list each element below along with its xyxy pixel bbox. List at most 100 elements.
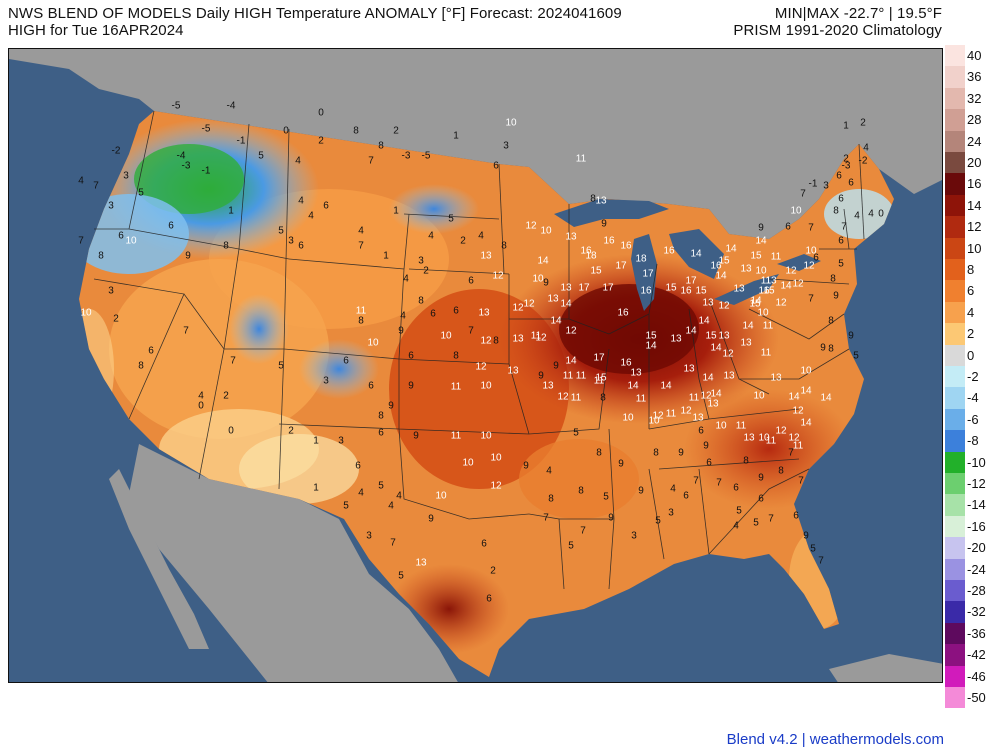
anomaly-value: 10 [540,226,552,237]
colorbar-label: 20 [967,155,982,170]
colorbar-swatch [945,45,965,67]
anomaly-value: 9 [185,251,191,262]
anomaly-value: 4 [478,231,484,242]
anomaly-value: 4 [400,311,406,322]
anomaly-value: 13 [692,413,704,424]
anomaly-value: 12 [785,266,797,277]
anomaly-value: 10 [532,274,544,285]
credit-text[interactable]: Blend v4.2 | weathermodels.com [726,731,944,748]
anomaly-value: 6 [408,351,414,362]
anomaly-value: 3 [823,181,829,192]
anomaly-value: 7 [468,326,474,337]
lake-huron [669,229,724,279]
anomaly-value: 4 [388,501,394,512]
colorbar-swatch [945,537,965,559]
colorbar-swatch [945,280,965,302]
anomaly-value: 4 [863,143,869,154]
anomaly-value: 5 [343,501,349,512]
anomaly-value: -3 [402,151,411,162]
colorbar-swatch [945,451,965,473]
anomaly-value: 16 [680,286,692,297]
map-subtitle: HIGH for Tue 16APR2024 [8,22,184,39]
anomaly-value: 5 [810,544,816,555]
anomaly-value: 6 [813,253,819,264]
colorbar-swatch [945,494,965,516]
colorbar-label: -42 [967,647,986,663]
anomaly-value: 6 [836,171,842,182]
anomaly-value: 13 [683,364,695,375]
anomaly-value: 14 [702,373,714,384]
anomaly-value: 8 [743,456,749,467]
anomaly-value: 13 [630,368,642,379]
anomaly-value: 8 [833,206,839,217]
anomaly-value: 15 [695,286,707,297]
colorbar-step: -50 [945,687,1000,709]
baja-peninsula [109,469,209,649]
canada-landmass [9,49,942,239]
anomaly-value: 14 [788,392,800,403]
anomaly-value: 5 [258,151,264,162]
anomaly-value: 1 [313,483,319,494]
colorbar-label: 6 [967,283,975,299]
anomaly-value: 16 [710,261,722,272]
colorbar-label: 12 [967,219,982,235]
anomaly-value: 10 [758,433,770,444]
anomaly-value: 9 [553,361,559,372]
anomaly-value: 3 [631,531,637,542]
map-title: NWS BLEND OF MODELS Daily HIGH Temperatu… [8,5,622,22]
anomaly-value: 8 [596,448,602,459]
anomaly-value: 12 [700,391,712,402]
anomaly-value: -3 [842,161,851,172]
anomaly-value: 9 [638,486,644,497]
anomaly-value: 8 [590,194,596,205]
anomaly-value: 15 [749,299,761,310]
anomaly-value: 4 [868,209,874,220]
anomaly-value: 5 [736,506,742,517]
anomaly-map: -5 -4 -5 -1 -2 -3 -4 -1 0 0 2 4 4 5 1 3 5 7 3 4 8 7 8 2 -3 -5 1 10 6… [8,48,943,683]
colorbar-step: -10 [945,451,1000,473]
anomaly-value: 5 [838,259,844,270]
anomaly-value: 11 [576,371,587,382]
anomaly-value: 17 [578,283,590,294]
anomaly-value: 5 [853,351,859,362]
anomaly-value: 13 [718,331,730,342]
anomaly-value: 12 [652,411,664,422]
anomaly-value: 18 [585,251,597,262]
colorbar-label: -50 [967,690,986,705]
colorbar-step: 6 [945,280,1000,302]
anomaly-value: -1 [237,136,246,147]
anomaly-value: 16 [663,246,675,257]
anomaly-value: 16 [580,246,592,257]
anomaly-value: 5 [568,541,574,552]
anomaly-value: 2 [860,118,866,129]
anomaly-value: 9 [848,331,854,342]
anomaly-value: 13 [707,399,719,410]
anomaly-value: 16 [620,241,632,252]
anomaly-value: 4 [396,491,402,502]
anomaly-value: 12 [535,333,547,344]
anomaly-value: 8 [223,241,229,252]
anomaly-value: 2 [318,136,324,147]
anomaly-value: 7 [716,478,722,489]
anomaly-value: 1 [843,121,849,132]
anomaly-value: 12 [523,299,535,310]
anomaly-value: 14 [710,343,722,354]
colorbar-label: 4 [967,304,975,320]
colorbar-step: 10 [945,237,1000,259]
anomaly-value: 15 [665,283,677,294]
anomaly-value: 12 [565,326,577,337]
anomaly-value: 8 [418,296,424,307]
anomaly-value: 12 [792,406,804,417]
anomaly-value: 7 [768,514,774,525]
anomaly-value: 6 [343,356,349,367]
anomaly-value: 13 [560,283,572,294]
anomaly-value: 13 [565,232,577,243]
anomaly-value: 14 [698,316,710,327]
colorbar-swatch [945,473,965,495]
anomaly-value: 16 [758,286,770,297]
anomaly-value: 18 [635,254,647,265]
anomaly-value: 6 [118,231,124,242]
anomaly-value: 3 [418,256,424,267]
anomaly-value: 9 [388,401,394,412]
colorbar-step: -4 [945,387,1000,409]
